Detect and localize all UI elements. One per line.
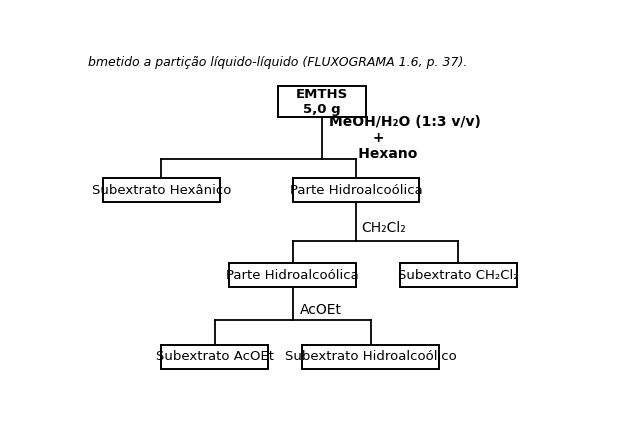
Text: Subextrato AcOEt: Subextrato AcOEt xyxy=(156,351,274,363)
FancyBboxPatch shape xyxy=(293,178,420,202)
Text: EMTHS
5,0 g: EMTHS 5,0 g xyxy=(296,88,348,116)
Text: Parte Hidroalcoólica: Parte Hidroalcoólica xyxy=(226,269,359,282)
Text: AcOEt: AcOEt xyxy=(300,303,342,317)
FancyBboxPatch shape xyxy=(303,345,438,369)
FancyBboxPatch shape xyxy=(229,263,356,287)
FancyBboxPatch shape xyxy=(278,86,365,117)
Text: Subextrato CH₂Cl₂: Subextrato CH₂Cl₂ xyxy=(398,269,519,282)
FancyBboxPatch shape xyxy=(400,263,516,287)
Text: Subextrato Hexânico: Subextrato Hexânico xyxy=(92,184,231,197)
Text: bmetido a partição líquido-líquido (FLUXOGRAMA 1.6, p. 37).: bmetido a partição líquido-líquido (FLUX… xyxy=(88,56,468,69)
Text: Subextrato Hidroalcoólico: Subextrato Hidroalcoólico xyxy=(284,351,457,363)
Text: Parte Hidroalcoólica: Parte Hidroalcoólica xyxy=(290,184,422,197)
Text: CH₂Cl₂: CH₂Cl₂ xyxy=(360,221,406,235)
FancyBboxPatch shape xyxy=(161,345,268,369)
Text: MeOH/H₂O (1:3 v/v)
         +
      Hexano: MeOH/H₂O (1:3 v/v) + Hexano xyxy=(329,114,481,161)
FancyBboxPatch shape xyxy=(103,178,220,202)
